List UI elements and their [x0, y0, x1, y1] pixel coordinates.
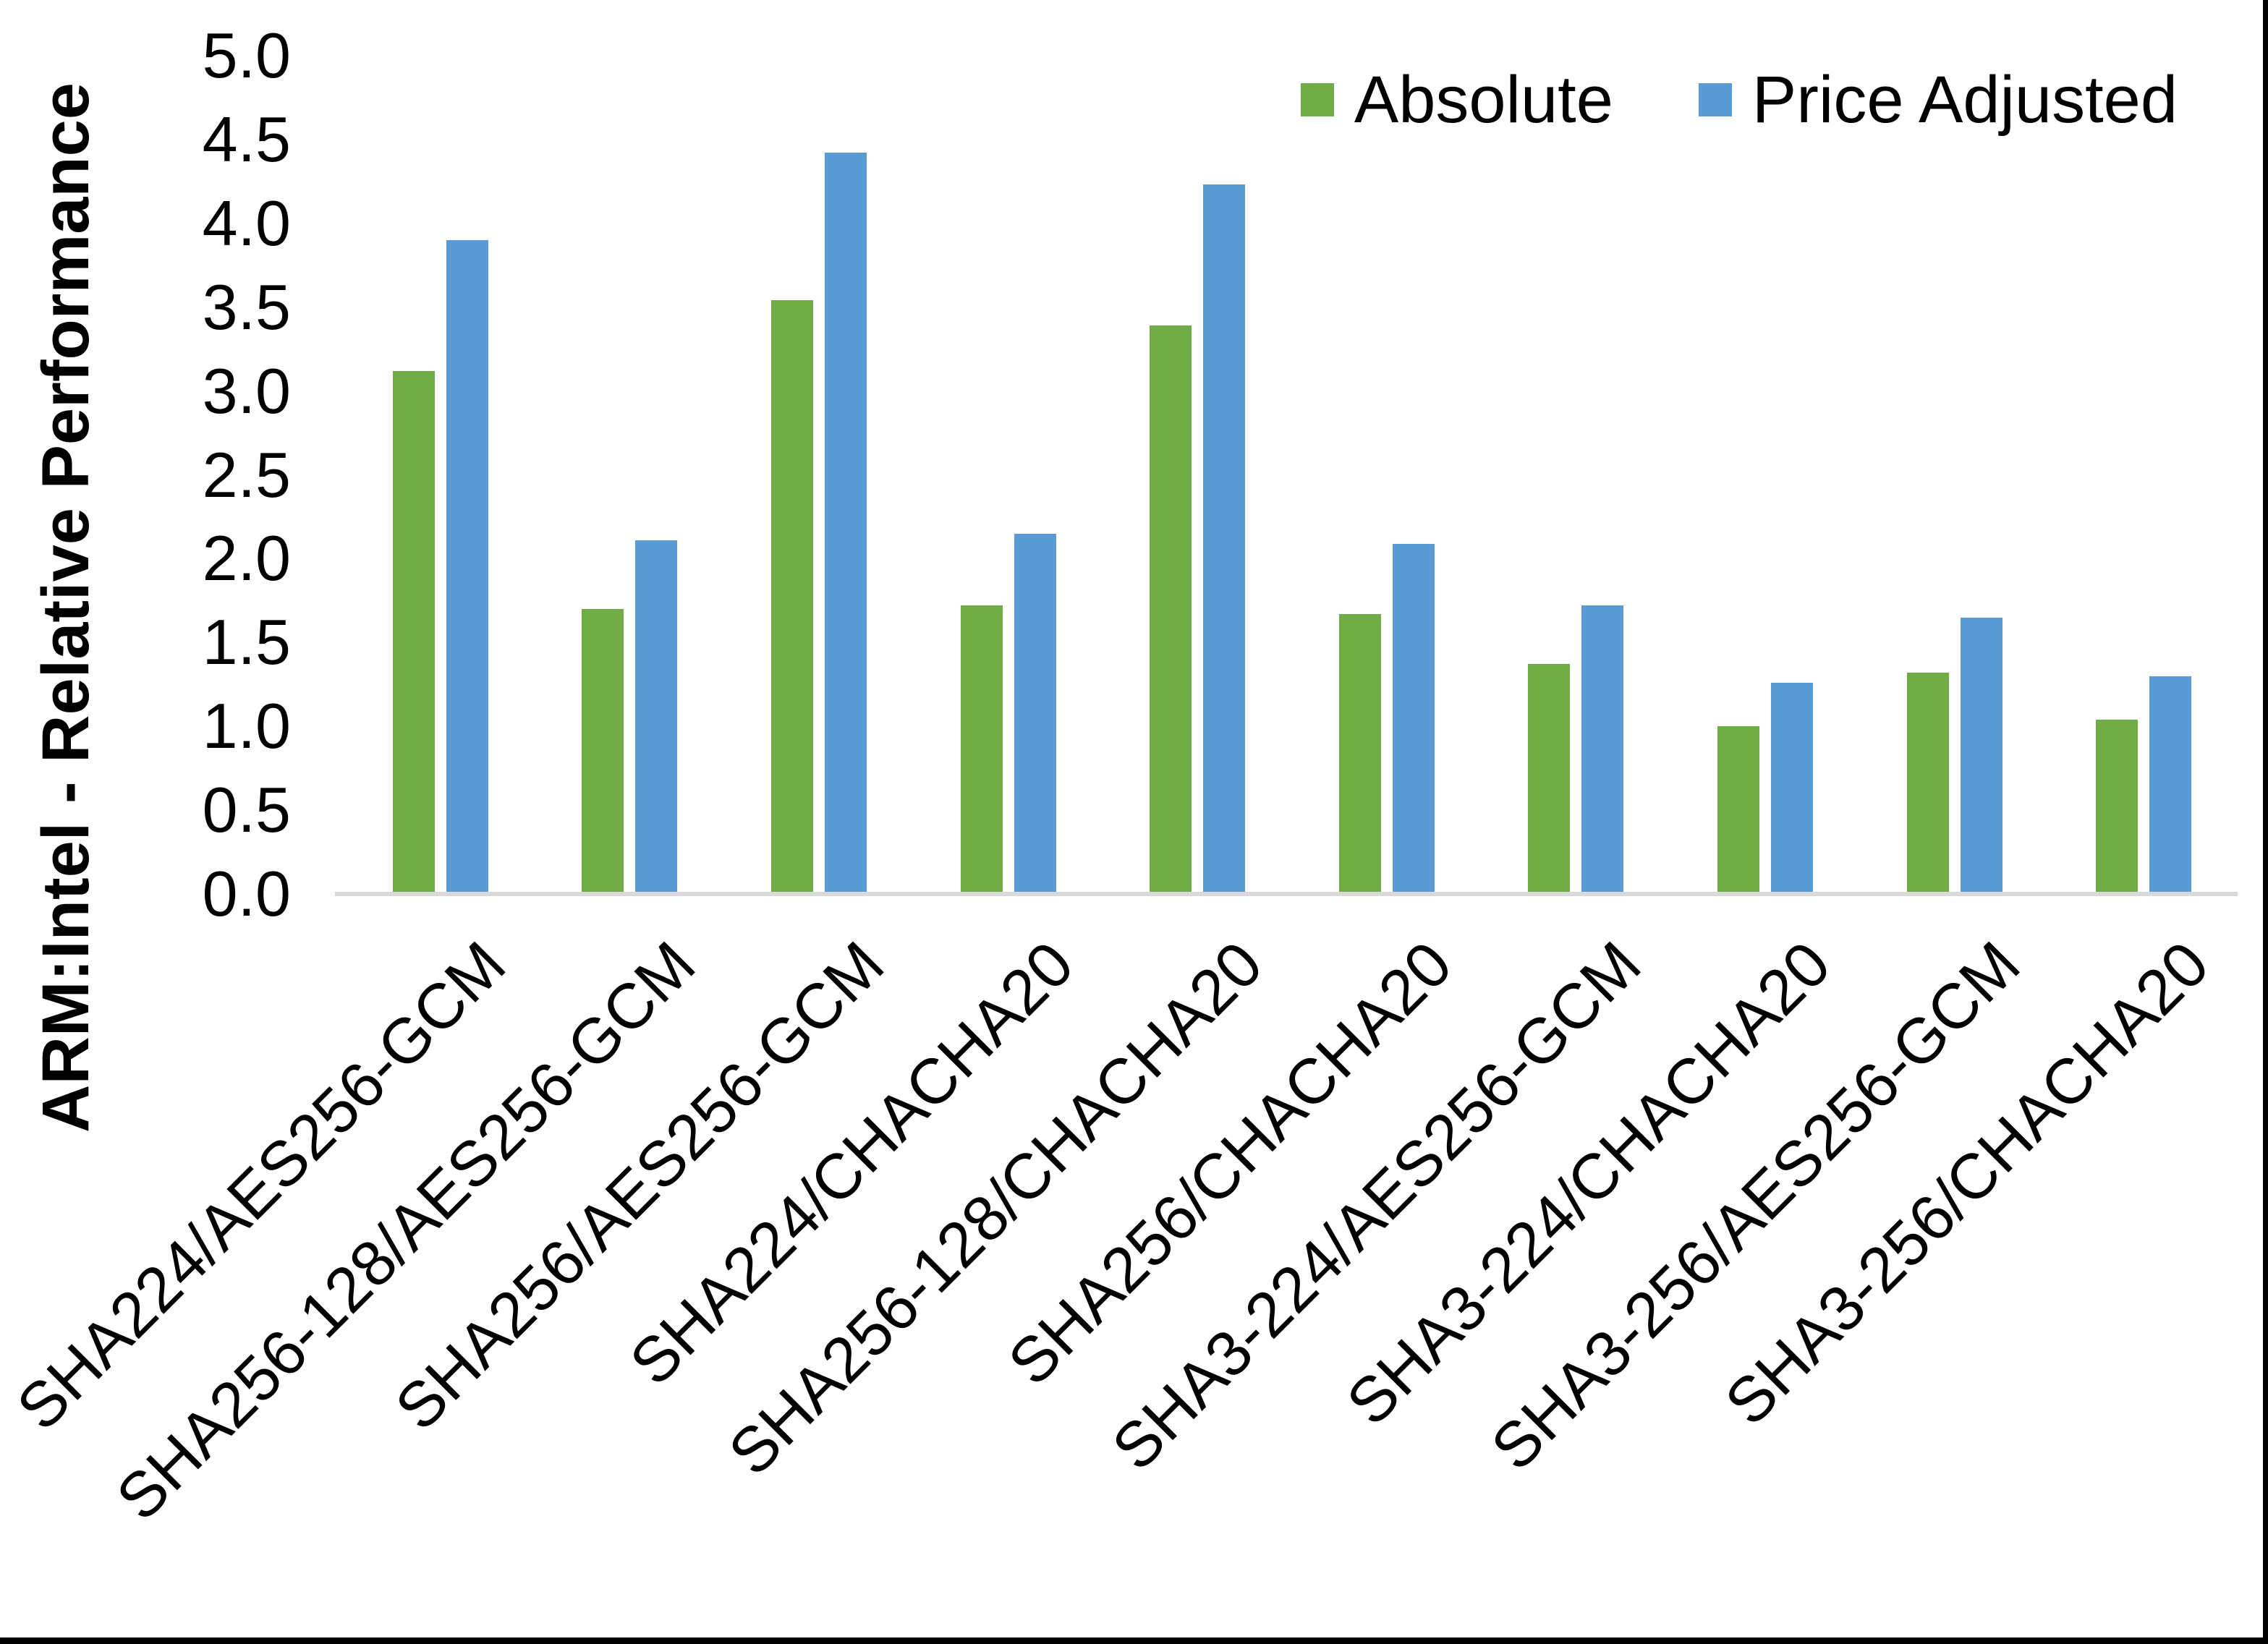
bar-absolute-sha256-aes256-gcm	[771, 300, 813, 894]
bar-absolute-sha3-224-chacha20	[1717, 726, 1759, 894]
legend-swatch-absolute	[1300, 83, 1334, 116]
bar-price-adjusted-sha3-256-aes256-gcm	[1960, 617, 2002, 894]
y-tick-label-2.5: 2.5	[202, 438, 291, 511]
legend-label-absolute: Absolute	[1354, 63, 1613, 137]
screenshot-right-border	[2263, 0, 2268, 1644]
bar-price-adjusted-sha256-aes256-gcm	[825, 153, 867, 894]
y-tick-label-1.0: 1.0	[202, 690, 291, 762]
bar-price-adjusted-sha256-128-chacha20	[1203, 184, 1246, 894]
legend-swatch-price-adjusted	[1698, 83, 1732, 116]
y-tick-label-1.5: 1.5	[202, 606, 291, 678]
y-tick-label-4.0: 4.0	[202, 187, 291, 259]
y-axis-title: ARM:Intel - Relative Performance	[29, 82, 103, 1133]
bar-absolute-sha256-chacha20	[1338, 613, 1381, 894]
bar-absolute-sha256-128-chacha20	[1150, 325, 1192, 894]
bar-price-adjusted-sha256-128-aes256-gcm	[635, 540, 678, 894]
y-tick-label-5.0: 5.0	[202, 20, 291, 91]
x-axis-line	[335, 892, 2238, 896]
screenshot-bottom-border	[0, 1637, 2268, 1644]
legend-item-price-adjusted: Price Adjusted	[1698, 63, 2178, 137]
bar-absolute-sha224-chacha20	[960, 605, 1003, 894]
legend-item-absolute: Absolute	[1300, 63, 1613, 137]
legend: Absolute Price Adjusted	[1300, 63, 2178, 137]
y-tick-label-3.5: 3.5	[202, 271, 291, 343]
bar-absolute-sha3-256-chacha20	[2096, 719, 2139, 894]
y-tick-label-3.0: 3.0	[202, 354, 291, 427]
bar-absolute-sha3-256-aes256-gcm	[1906, 673, 1949, 894]
bar-absolute-sha224-aes256-gcm	[392, 370, 435, 894]
y-tick-label-0.0: 0.0	[202, 858, 291, 929]
bar-absolute-sha3-224-aes256-gcm	[1528, 664, 1571, 894]
bar-price-adjusted-sha3-224-aes256-gcm	[1581, 605, 1624, 894]
bar-absolute-sha256-128-aes256-gcm	[582, 608, 624, 894]
bar-price-adjusted-sha224-aes256-gcm	[446, 239, 488, 894]
bar-price-adjusted-sha256-chacha20	[1392, 543, 1435, 894]
y-tick-label-0.5: 0.5	[202, 774, 291, 846]
y-tick-label-2.0: 2.0	[202, 522, 291, 595]
bar-price-adjusted-sha224-chacha20	[1014, 533, 1056, 894]
bar-price-adjusted-sha3-224-chacha20	[1771, 682, 1813, 894]
y-tick-label-4.5: 4.5	[202, 103, 291, 175]
legend-label-price-adjusted: Price Adjusted	[1751, 63, 2178, 137]
bar-price-adjusted-sha3-256-chacha20	[2149, 676, 2192, 894]
